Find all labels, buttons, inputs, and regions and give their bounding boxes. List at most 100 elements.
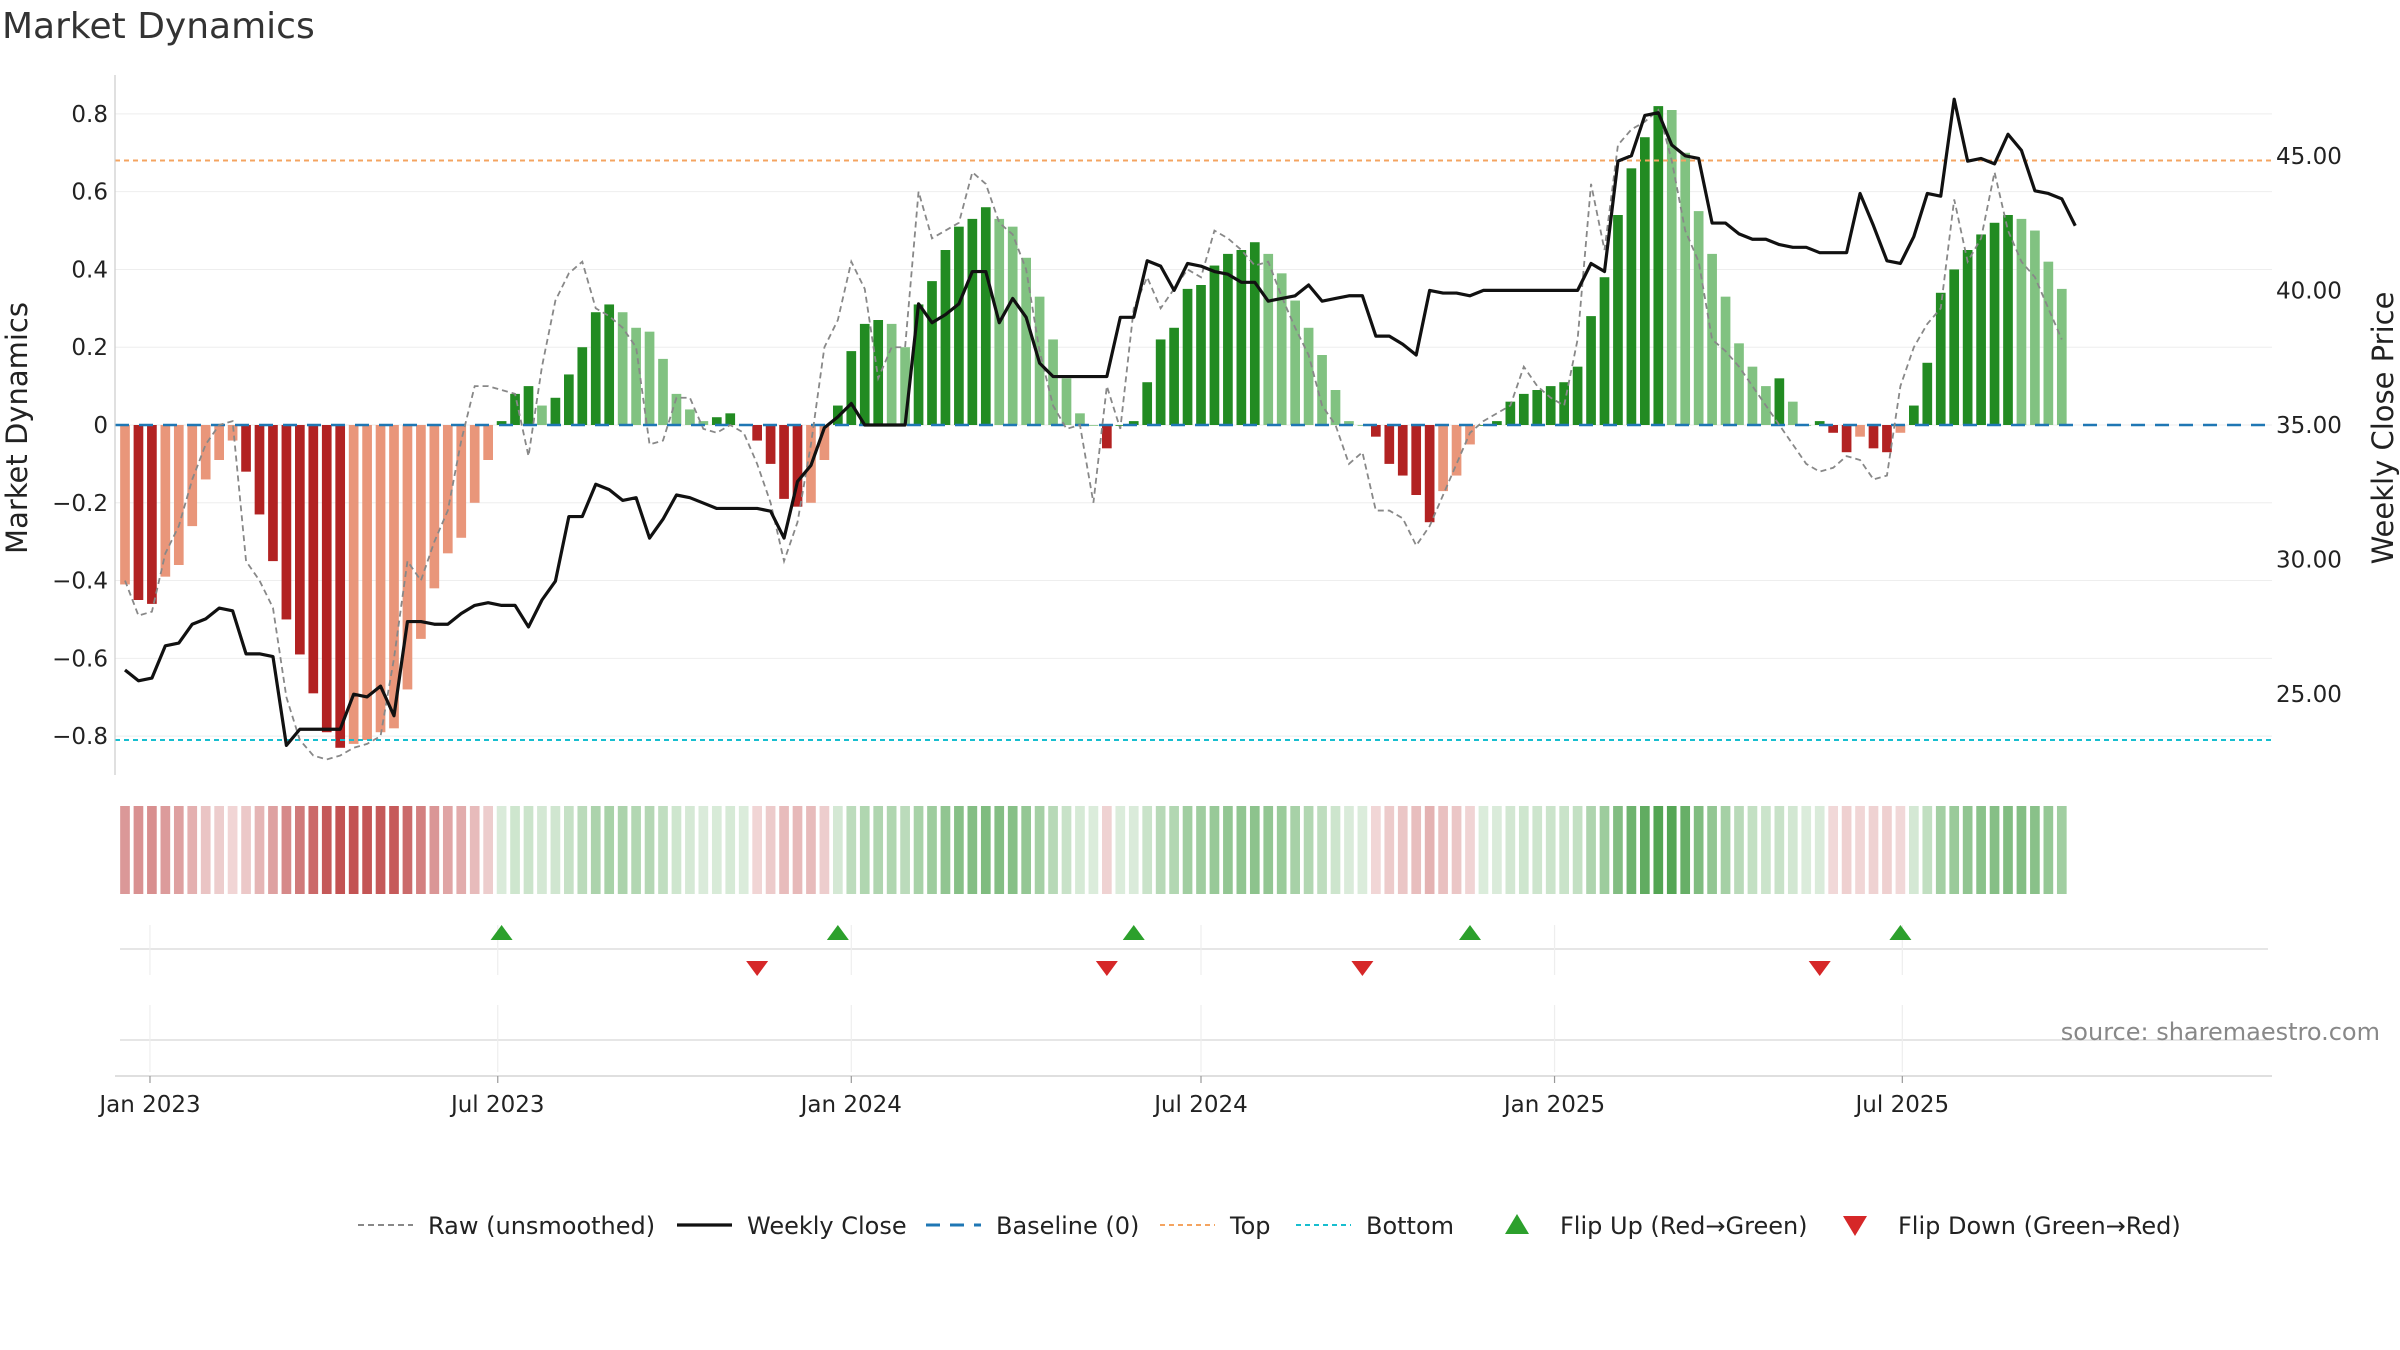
dynamics-bar: [416, 425, 426, 639]
dynamics-bar: [241, 425, 251, 472]
heat-cell: [1290, 806, 1300, 894]
heat-cell: [1559, 806, 1569, 894]
dynamics-bar: [1707, 253, 1717, 425]
heat-cell: [1572, 806, 1583, 894]
dynamics-bar: [537, 405, 547, 425]
dynamics-bar: [1868, 425, 1879, 449]
legend-item: Raw (unsmoothed): [358, 1212, 655, 1240]
dynamics-bar: [1276, 273, 1287, 425]
heat-cell: [792, 806, 803, 894]
heat-cell: [1371, 806, 1381, 894]
dynamics-bar: [1357, 425, 1368, 426]
heat-cell: [281, 806, 292, 894]
weekly-close-line: [123, 97, 2077, 747]
heat-cell: [456, 806, 467, 894]
dynamics-bar: [1438, 425, 1448, 492]
dynamics-bar: [2056, 288, 2067, 425]
heat-cell: [416, 806, 426, 894]
heat-cell: [1801, 806, 1812, 894]
heat-cell: [537, 806, 547, 894]
heat-cell: [160, 806, 171, 894]
heat-cell: [469, 806, 480, 894]
legend-label: Flip Down (Green→Red): [1898, 1212, 2181, 1240]
dynamics-bar: [429, 425, 440, 589]
heat-cell: [765, 806, 776, 894]
heat-cell: [1303, 806, 1314, 894]
dynamics-bar: [1545, 386, 1556, 425]
flip-down-marker: [746, 961, 769, 976]
heat-cell: [1855, 806, 1865, 894]
dynamics-bar: [1290, 300, 1300, 425]
dynamics-bar: [1492, 421, 1502, 425]
dynamics-bar: [214, 425, 224, 460]
heat-cell: [1680, 806, 1691, 894]
dynamics-bar: [1303, 327, 1314, 425]
heat-cell: [1223, 806, 1233, 894]
heat-cell: [1653, 806, 1664, 894]
heat-cell: [644, 806, 655, 894]
legend-label: Weekly Close: [747, 1212, 907, 1240]
heat-cell: [1142, 806, 1153, 894]
dynamics-bar: [1935, 292, 1946, 425]
dynamics-bar: [577, 347, 588, 425]
dynamics-bar: [1223, 253, 1233, 425]
dynamics-bar: [658, 358, 668, 425]
x-tick-label: Jan 2025: [1502, 1092, 1605, 1118]
heat-cell: [147, 806, 157, 894]
y-axis-label-right: Weekly Close Price: [2366, 292, 2400, 565]
dynamics-bar: [550, 397, 561, 425]
flip-up-marker: [1122, 925, 1145, 940]
heat-cell: [1102, 806, 1112, 894]
heat-cell: [631, 806, 641, 894]
lines-layer: [115, 97, 2272, 761]
legend: Raw (unsmoothed) Weekly Close Baseline (0)…: [358, 1212, 2181, 1240]
heat-cell: [2016, 806, 2027, 894]
dynamics-bar: [1397, 425, 1408, 476]
dynamics-bar: [1411, 425, 1422, 495]
dynamics-bar: [1330, 390, 1341, 425]
legend-item: Weekly Close: [677, 1212, 907, 1240]
dynamics-bar: [200, 425, 211, 480]
heat-cell: [806, 806, 816, 894]
dynamics-bar: [779, 425, 789, 499]
heat-cell: [1263, 806, 1274, 894]
heat-cell: [187, 806, 198, 894]
dynamics-bar: [644, 331, 655, 425]
heat-cell: [1626, 806, 1637, 894]
heat-cell: [241, 806, 251, 894]
flip-up-marker: [1459, 925, 1481, 940]
heat-cell: [590, 806, 601, 894]
heat-cell: [1734, 806, 1744, 894]
heat-cell: [254, 806, 265, 894]
dynamics-bar: [1344, 421, 1354, 425]
y-tick-label: 0.6: [71, 180, 108, 206]
dynamics-bar: [120, 425, 130, 585]
dynamics-bar: [617, 312, 628, 425]
dynamics-bar: [1317, 355, 1327, 425]
heat-cell: [1397, 806, 1408, 894]
heat-cell: [980, 806, 991, 894]
axes-layer: 0.8 0.6 0.4 0.2 0 −0.2 −0.4 −0.6 −0.8 45.00 40.00 3…: [52, 75, 2342, 775]
dynamics-bar: [1693, 211, 1704, 425]
dynamics-bar: [1962, 250, 1973, 425]
heat-cell: [200, 806, 211, 894]
dynamics-bar: [1236, 250, 1247, 425]
y2-tick-label: 25.00: [2276, 682, 2342, 708]
dynamics-bar: [1828, 425, 1838, 433]
dynamics-bar: [1882, 425, 1892, 453]
heat-cell: [2056, 806, 2067, 894]
dynamics-bar: [2030, 230, 2040, 425]
heat-cell: [1007, 806, 1018, 894]
heat-cell: [120, 806, 130, 894]
x-tick-label: Jul 2024: [1152, 1092, 1248, 1118]
dynamics-bar: [1505, 401, 1516, 425]
legend-swatch: [1843, 1216, 1867, 1236]
bars-layer: [120, 106, 2067, 748]
heat-cell: [1707, 806, 1717, 894]
dynamics-bar: [402, 425, 413, 690]
dynamics-bar: [698, 421, 709, 425]
heat-cell: [604, 806, 615, 894]
heat-cell: [1451, 806, 1462, 894]
heat-cell: [1613, 806, 1623, 894]
